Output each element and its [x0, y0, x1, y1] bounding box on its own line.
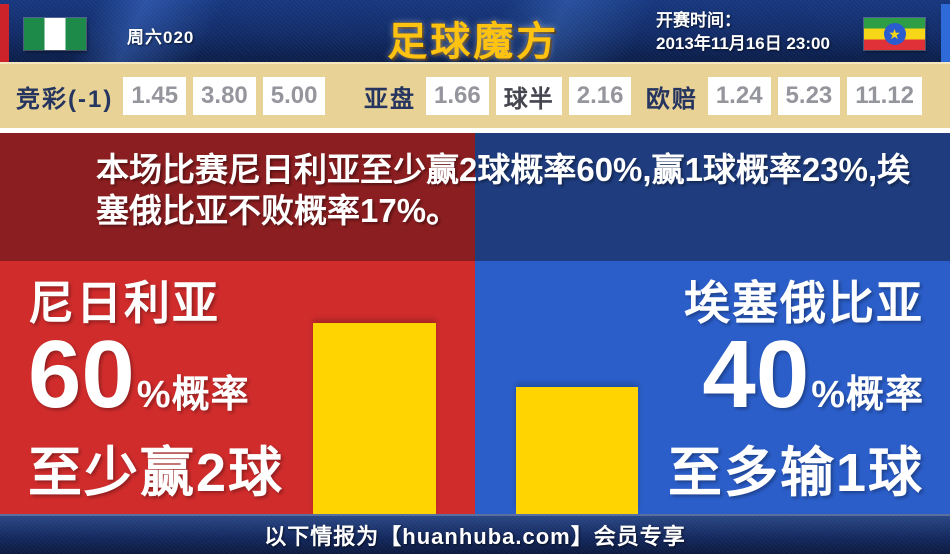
home-team-name: 尼日利亚	[28, 277, 220, 329]
yapan-odds-away: 2.16	[568, 77, 632, 115]
yapan-handicap: 球半	[495, 77, 562, 115]
oupei-odds-home: 1.24	[707, 77, 771, 115]
header-banner: 周六020 足球魔方 开赛时间： 2013年11月16日 23:00 ★	[0, 0, 950, 64]
yapan-odds-home: 1.66	[426, 77, 489, 115]
away-percent-value: 40	[702, 321, 810, 428]
odds-bar: 竞彩(-1) 1.45 3.80 5.00 亚盘 1.66 球半 2.16 欧赔…	[0, 62, 950, 128]
kickoff-label: 开赛时间：	[656, 11, 741, 30]
footer-bar: 以下情报为【huanhuba.com】会员专享	[0, 514, 950, 554]
home-percent-row: 60 %概率	[28, 321, 475, 441]
home-outcome: 至少赢2球	[28, 443, 285, 503]
home-panel: 尼日利亚 60 %概率 至少赢2球	[0, 261, 475, 514]
probability-summary-band: 本场比赛尼日利亚至少赢2球概率60%,赢1球概率23%,埃塞俄比亚不败概率17%…	[0, 133, 950, 261]
separator	[0, 128, 950, 133]
site-logo: 足球魔方	[387, 20, 560, 64]
kickoff-time: 开赛时间： 2013年11月16日 23:00	[656, 9, 830, 55]
oupei-odds-draw: 5.23	[777, 77, 841, 115]
jingcai-odds-home: 1.45	[123, 77, 187, 115]
odds-group-oupei: 欧赔 1.24 5.23 11.12	[646, 64, 922, 128]
kickoff-datetime: 2013年11月16日 23:00	[656, 34, 830, 53]
right-accent-strip	[941, 4, 950, 62]
odds-group-yapan: 亚盘 1.66 球半 2.16	[364, 64, 632, 128]
away-percent-suffix: %概率	[811, 374, 924, 416]
away-panel: 埃塞俄比亚 40 %概率 至多输1球	[475, 261, 950, 514]
away-probability-bar	[516, 387, 638, 514]
ethiopia-star-icon: ★	[883, 23, 906, 45]
away-team-name: 埃塞俄比亚	[684, 277, 924, 329]
away-percent-row: 40 %概率	[475, 321, 924, 441]
yapan-label: 亚盘	[364, 85, 416, 113]
jingcai-odds-away: 5.00	[262, 77, 326, 115]
jingcai-odds-draw: 3.80	[193, 77, 256, 115]
probability-summary-text: 本场比赛尼日利亚至少赢2球概率60%,赢1球概率23%,埃塞俄比亚不败概率17%…	[96, 151, 911, 229]
home-percent-suffix: %概率	[136, 374, 250, 416]
left-accent-strip	[0, 4, 9, 62]
prediction-panels: 尼日利亚 60 %概率 至少赢2球 埃塞俄比亚 40 %概率 至多输1球	[0, 261, 950, 514]
footer-text: 以下情报为【huanhuba.com】会员专享	[264, 524, 686, 549]
match-code: 周六020	[127, 28, 195, 47]
home-probability-bar	[313, 323, 436, 514]
away-outcome: 至多输1球	[667, 443, 924, 503]
oupei-odds-away: 11.12	[847, 77, 922, 115]
oupei-label: 欧赔	[645, 85, 698, 113]
nigeria-flag-icon	[24, 18, 86, 50]
ethiopia-flag-icon: ★	[864, 18, 925, 50]
jingcai-label: 竞彩(-1)	[16, 85, 114, 113]
odds-group-jingcai: 竞彩(-1) 1.45 3.80 5.00	[16, 64, 326, 128]
home-percent-value: 60	[28, 321, 135, 428]
